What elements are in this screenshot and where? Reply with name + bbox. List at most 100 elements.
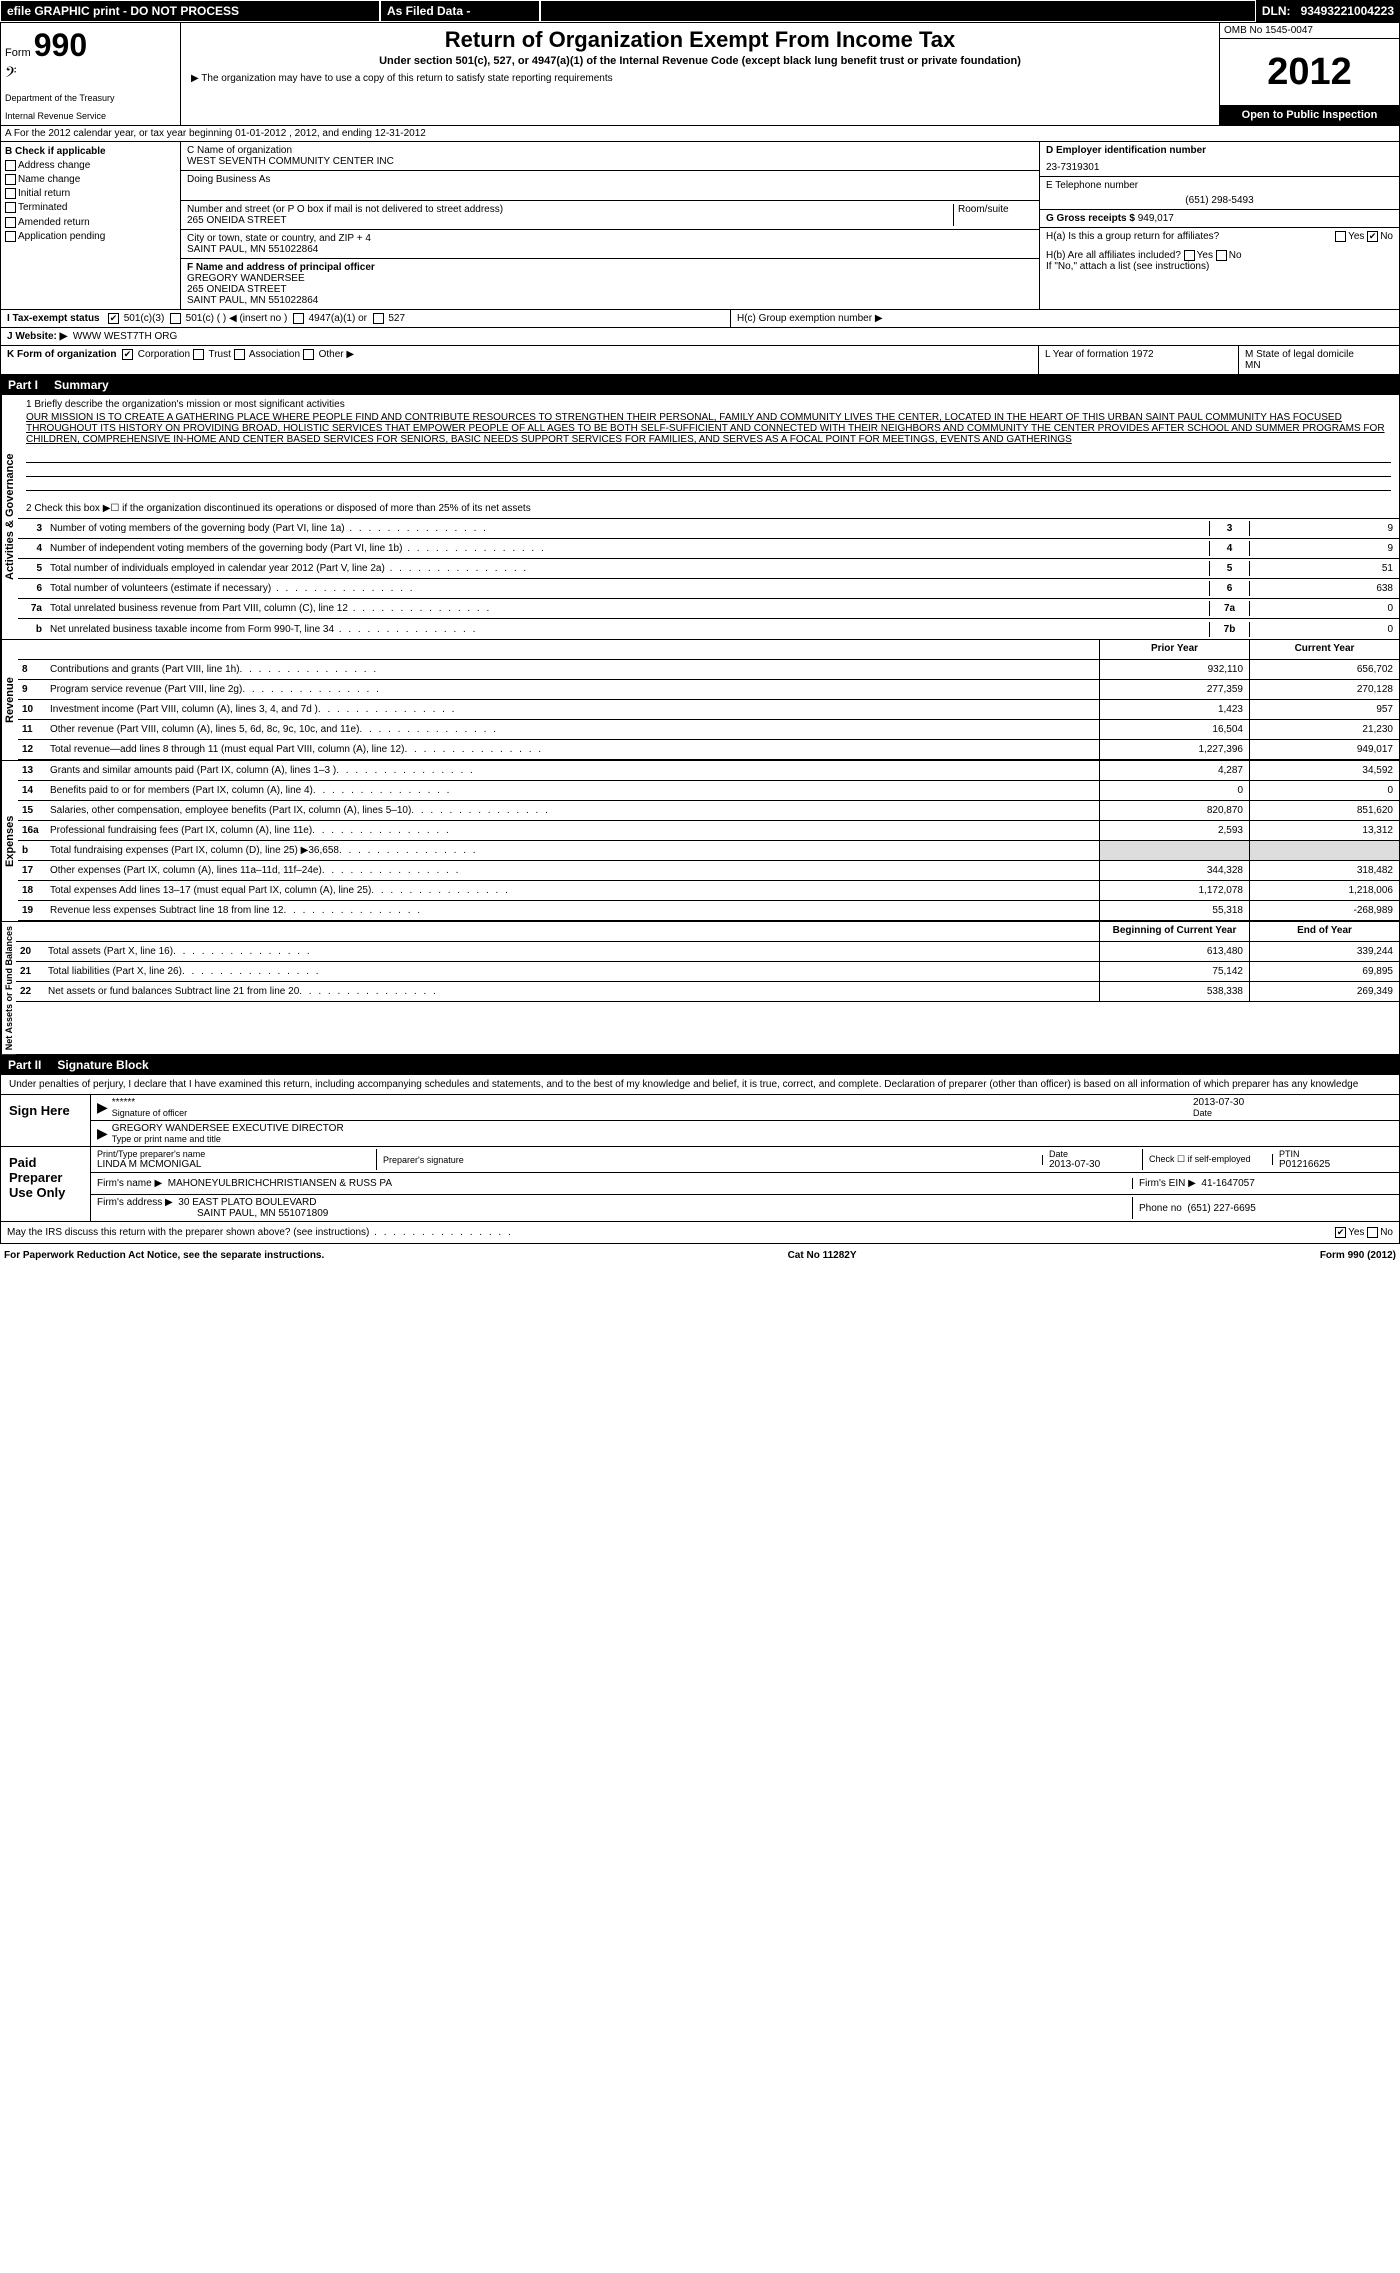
line2-checkbox: 2 Check this box ▶☐ if the organization …	[18, 499, 1399, 519]
section-a-tax-year: A For the 2012 calendar year, or tax yea…	[0, 126, 1400, 142]
part1-body: Activities & Governance 1 Briefly descri…	[0, 395, 1400, 640]
form-subtitle: Under section 501(c), 527, or 4947(a)(1)…	[191, 55, 1209, 67]
year-formation: L Year of formation 1972	[1039, 346, 1239, 374]
org-name-label: C Name of organization	[187, 145, 1033, 156]
financial-line: 14Benefits paid to or for members (Part …	[18, 781, 1399, 801]
as-filed-label: As Filed Data -	[380, 0, 540, 22]
dba-label: Doing Business As	[187, 174, 1033, 185]
check-terminated[interactable]: Terminated	[5, 202, 176, 213]
irs-discuss-row: May the IRS discuss this return with the…	[0, 1222, 1400, 1244]
street-address: 265 ONEIDA STREET	[187, 215, 953, 226]
financial-line: 21Total liabilities (Part X, line 26)75,…	[16, 962, 1399, 982]
header-center: Return of Organization Exempt From Incom…	[181, 23, 1219, 125]
open-to-public: Open to Public Inspection	[1220, 105, 1399, 125]
check-pending[interactable]: Application pending	[5, 231, 176, 242]
firm-name: MAHONEYULBRICHCHRISTIANSEN & RUSS PA	[168, 1178, 392, 1189]
label-expenses: Expenses	[1, 761, 18, 921]
page-footer: For Paperwork Reduction Act Notice, see …	[0, 1244, 1400, 1267]
signature-stars: ******	[112, 1097, 1193, 1108]
firm-ein: 41-1647057	[1201, 1178, 1254, 1189]
part1-header: Part I Summary	[0, 375, 1400, 395]
irs-label: Internal Revenue Service	[5, 111, 176, 121]
column-right: D Employer identification number 23-7319…	[1039, 142, 1399, 309]
phone-label: E Telephone number	[1046, 180, 1393, 191]
check-initial-return[interactable]: Initial return	[5, 188, 176, 199]
financial-line: 9Program service revenue (Part VIII, lin…	[18, 680, 1399, 700]
check-amended[interactable]: Amended return	[5, 217, 176, 228]
efile-notice: efile GRAPHIC print - DO NOT PROCESS	[0, 0, 380, 22]
label-net-assets: Net Assets or Fund Balances	[1, 922, 16, 1054]
date-label: Date	[1193, 1108, 1393, 1118]
top-bar: efile GRAPHIC print - DO NOT PROCESS As …	[0, 0, 1400, 22]
ptin-value: P01216625	[1279, 1159, 1393, 1170]
officer-label: F Name and address of principal officer	[187, 262, 1033, 273]
revenue-header-row: Prior Year Current Year	[18, 640, 1399, 660]
state-domicile: MN	[1245, 360, 1393, 371]
summary-line: 6Total number of volunteers (estimate if…	[18, 579, 1399, 599]
form-ref: Form 990 (2012)	[1320, 1250, 1396, 1261]
label-activities-governance: Activities & Governance	[1, 395, 18, 639]
net-assets-section: Net Assets or Fund Balances Beginning of…	[0, 922, 1400, 1055]
perjury-declaration: Under penalties of perjury, I declare th…	[0, 1075, 1400, 1095]
hb-affiliates: H(b) Are all affiliates included? Yes No	[1046, 250, 1393, 261]
line1-mission: 1 Briefly describe the organization's mi…	[18, 395, 1399, 449]
financial-line: 22Net assets or fund balances Subtract l…	[16, 982, 1399, 1002]
financial-line: 11Other revenue (Part VIII, column (A), …	[18, 720, 1399, 740]
summary-line: 4Number of independent voting members of…	[18, 539, 1399, 559]
summary-line: bNet unrelated business taxable income f…	[18, 619, 1399, 639]
firm-address: 30 EAST PLATO BOULEVARD	[178, 1197, 316, 1208]
paid-preparer-label: Paid Preparer Use Only	[1, 1147, 91, 1221]
preparer-name: LINDA M MCMONIGAL	[97, 1159, 376, 1170]
summary-line: 5Total number of individuals employed in…	[18, 559, 1399, 579]
summary-line: 3Number of voting members of the governi…	[18, 519, 1399, 539]
financial-line: 19Revenue less expenses Subtract line 18…	[18, 901, 1399, 921]
org-name: WEST SEVENTH COMMUNITY CENTER INC	[187, 156, 1033, 167]
summary-line: 7aTotal unrelated business revenue from …	[18, 599, 1399, 619]
cat-number: Cat No 11282Y	[788, 1250, 857, 1261]
officer-name-title: GREGORY WANDERSEE EXECUTIVE DIRECTOR	[112, 1123, 1393, 1134]
firm-phone: (651) 227-6695	[1187, 1203, 1255, 1214]
officer-name: GREGORY WANDERSEE	[187, 273, 1033, 284]
tax-year: 2012	[1220, 39, 1399, 105]
sign-here-block: Sign Here ▶ ****** Signature of officer …	[0, 1095, 1400, 1147]
netassets-header-row: Beginning of Current Year End of Year	[16, 922, 1399, 942]
state-domicile-label: M State of legal domicile	[1245, 349, 1393, 360]
irs-logo-icon: 𝄢	[5, 64, 176, 85]
self-employed-check[interactable]: Check ☐ if self-employed	[1143, 1154, 1273, 1165]
check-address-change[interactable]: Address change	[5, 160, 176, 171]
ein-value: 23-7319301	[1046, 162, 1393, 173]
revenue-section: Revenue Prior Year Current Year 8Contrib…	[0, 640, 1400, 761]
row-i-tax-status: I Tax-exempt status ✔ 501(c)(3) 501(c) (…	[0, 310, 1400, 328]
financial-line: 16aProfessional fundraising fees (Part I…	[18, 821, 1399, 841]
financial-line: 15Salaries, other compensation, employee…	[18, 801, 1399, 821]
arrow-icon: ▶	[97, 1125, 108, 1142]
gross-receipts-label: G Gross receipts $	[1046, 213, 1135, 224]
pra-notice: For Paperwork Reduction Act Notice, see …	[4, 1250, 324, 1261]
preparer-date: 2013-07-30	[1049, 1159, 1142, 1170]
hc-group-exemption: H(c) Group exemption number ▶	[731, 310, 1399, 327]
paid-preparer-block: Paid Preparer Use Only Print/Type prepar…	[0, 1147, 1400, 1222]
officer-addr: 265 ONEIDA STREET	[187, 284, 1033, 295]
form-note: ▶ The organization may have to use a cop…	[191, 73, 1209, 84]
row-j-website: J Website: ▶ WWW WEST7TH ORG	[0, 328, 1400, 346]
city-label: City or town, state or country, and ZIP …	[187, 233, 1033, 244]
row-k-form-org: K Form of organization ✔ Corporation Tru…	[0, 346, 1400, 375]
form-id-block: Form 990 𝄢 Department of the Treasury In…	[1, 23, 181, 125]
firm-city: SAINT PAUL, MN 551071809	[197, 1208, 1132, 1219]
check-name-change[interactable]: Name change	[5, 174, 176, 185]
gross-receipts-value: 949,017	[1138, 213, 1174, 224]
city-state-zip: SAINT PAUL, MN 551022864	[187, 244, 1033, 255]
omb-number: OMB No 1545-0047	[1220, 23, 1399, 39]
column-c-org-info: C Name of organization WEST SEVENTH COMM…	[181, 142, 1039, 309]
website-url: WWW WEST7TH ORG	[73, 331, 177, 342]
addr-label: Number and street (or P O box if mail is…	[187, 204, 953, 215]
org-info-grid: B Check if applicable Address change Nam…	[0, 142, 1400, 310]
ha-group-return: H(a) Is this a group return for affiliat…	[1046, 231, 1393, 242]
financial-line: 12Total revenue—add lines 8 through 11 (…	[18, 740, 1399, 760]
financial-line: 17Other expenses (Part IX, column (A), l…	[18, 861, 1399, 881]
financial-line: 18Total expenses Add lines 13–17 (must e…	[18, 881, 1399, 901]
column-b-checkboxes: B Check if applicable Address change Nam…	[1, 142, 181, 309]
dln-value: 93493221004223	[1295, 0, 1400, 22]
signature-date: 2013-07-30	[1193, 1097, 1393, 1108]
form-title: Return of Organization Exempt From Incom…	[191, 27, 1209, 53]
